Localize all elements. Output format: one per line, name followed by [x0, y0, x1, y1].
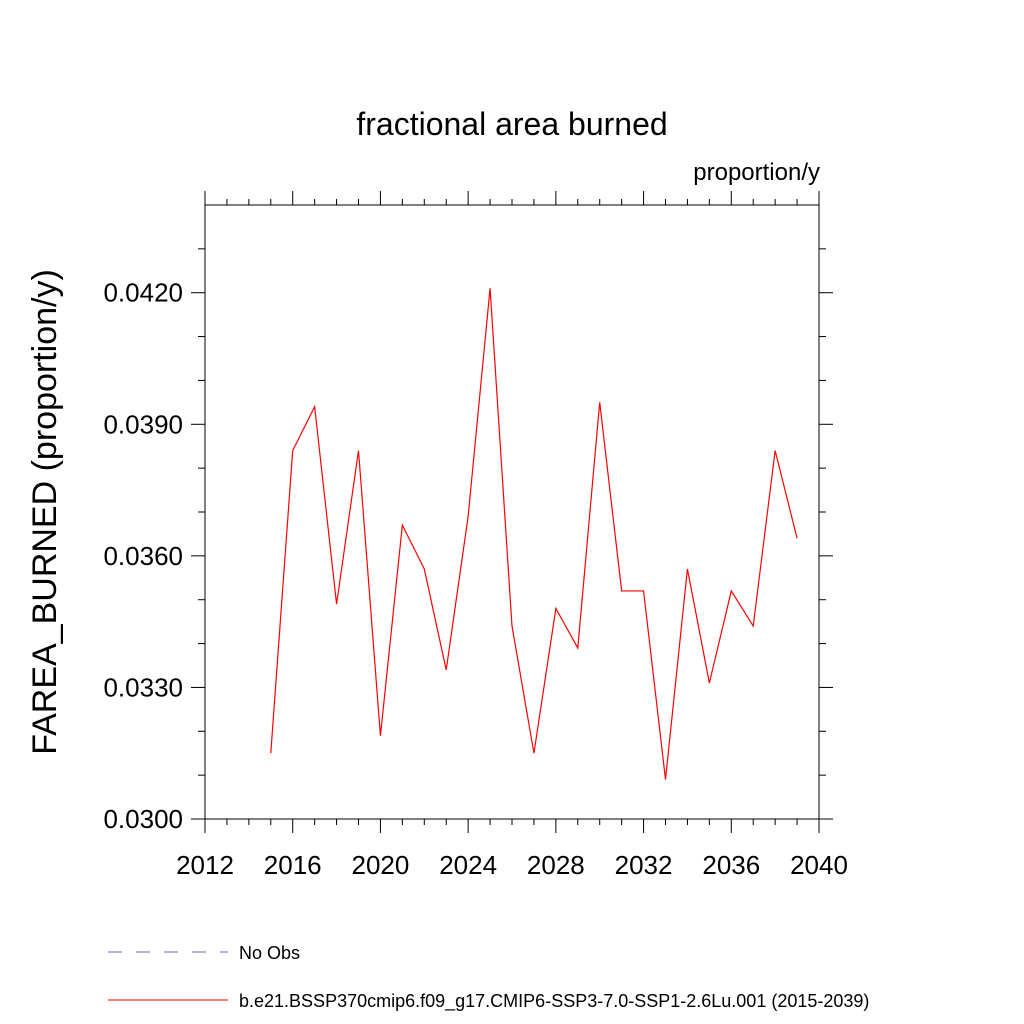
x-tick-label: 2012	[176, 850, 234, 880]
x-axis: 2012 2016 2020 2024 2028 2032 2036 2040	[176, 191, 848, 880]
y-axis-label: FAREA_BURNED (proportion/y)	[26, 269, 64, 755]
units-label: proportion/y	[693, 159, 820, 186]
y-tick-label: 0.0300	[103, 804, 183, 834]
series-layer	[270, 288, 798, 780]
x-tick-label: 2024	[439, 850, 497, 880]
plot-area	[204, 204, 820, 820]
y-tick-label: 0.0330	[103, 672, 183, 702]
x-tick-label: 2036	[702, 850, 760, 880]
x-tick-label: 2040	[790, 850, 848, 880]
legend-label-1: b.e21.BSSP370cmip6.f09_g17.CMIP6-SSP3-7.…	[239, 991, 869, 1012]
x-tick-label: 2032	[615, 850, 673, 880]
legend: No Obs b.e21.BSSP370cmip6.f09_g17.CMIP6-S…	[108, 943, 869, 1012]
y-tick-label: 0.0420	[103, 278, 183, 308]
y-tick-label: 0.0360	[103, 541, 183, 571]
x-tick-label: 2016	[264, 850, 322, 880]
x-tick-label: 2020	[352, 850, 410, 880]
series-line-1	[270, 288, 798, 780]
y-axis: 0.0300 0.0330 0.0360 0.0390 0.0420	[103, 248, 833, 834]
y-tick-label: 0.0390	[103, 409, 183, 439]
x-tick-label: 2028	[527, 850, 585, 880]
legend-label-0: No Obs	[239, 943, 300, 963]
chart-title: fractional area burned	[356, 106, 667, 142]
